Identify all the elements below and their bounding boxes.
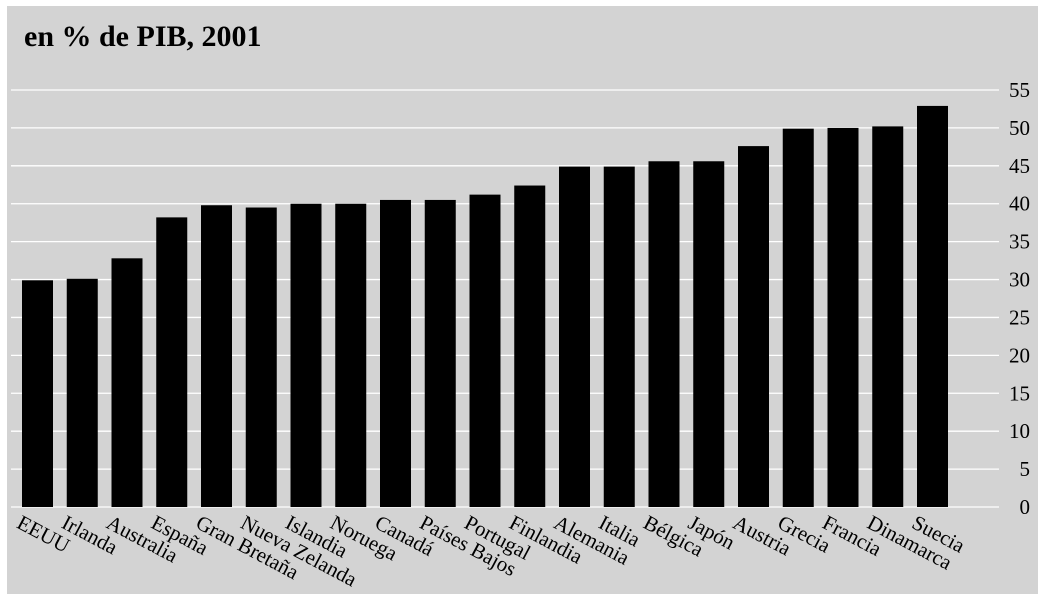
y-tick-label: 10 bbox=[1009, 419, 1030, 443]
bar bbox=[335, 203, 367, 507]
y-tick-label: 30 bbox=[1009, 268, 1030, 292]
bar bbox=[245, 207, 277, 507]
y-tick-label: 45 bbox=[1009, 154, 1030, 178]
bar bbox=[559, 166, 590, 508]
y-tick-label: 55 bbox=[1009, 78, 1030, 102]
y-tick-label: 5 bbox=[1020, 457, 1031, 481]
bar bbox=[201, 205, 232, 507]
y-tick-label: 35 bbox=[1009, 230, 1030, 254]
y-tick-label: 0 bbox=[1020, 495, 1031, 519]
bar bbox=[290, 203, 322, 507]
bar bbox=[693, 161, 725, 507]
y-tick-label: 25 bbox=[1009, 305, 1030, 329]
bar bbox=[738, 146, 769, 507]
bar bbox=[514, 185, 546, 507]
bar bbox=[66, 278, 98, 507]
chart-panel: en % de PIB, 2001 0 5 10 15 20 25 30 35 40 45 50 55… bbox=[7, 6, 1038, 594]
bar bbox=[603, 166, 635, 508]
bar bbox=[648, 161, 680, 507]
y-tick-label: 40 bbox=[1009, 192, 1030, 216]
bar bbox=[380, 199, 411, 507]
y-axis-ticks: 0 5 10 15 20 25 30 35 40 45 50 55 bbox=[1009, 78, 1030, 519]
bar bbox=[22, 280, 53, 507]
y-tick-label: 15 bbox=[1009, 381, 1030, 405]
bar-chart: 0 5 10 15 20 25 30 35 40 45 50 55 EEUUIrlandaAustra… bbox=[11, 78, 1030, 592]
bar bbox=[469, 194, 501, 507]
bar bbox=[156, 217, 188, 507]
bar bbox=[424, 199, 456, 507]
y-tick-label: 20 bbox=[1009, 343, 1030, 367]
bar bbox=[782, 128, 814, 507]
bar bbox=[827, 127, 859, 507]
y-tick-label: 50 bbox=[1009, 116, 1030, 140]
chart-title: en % de PIB, 2001 bbox=[24, 20, 262, 53]
bar bbox=[872, 126, 904, 507]
bar bbox=[111, 258, 143, 507]
bars bbox=[22, 105, 948, 508]
bar bbox=[917, 105, 948, 508]
